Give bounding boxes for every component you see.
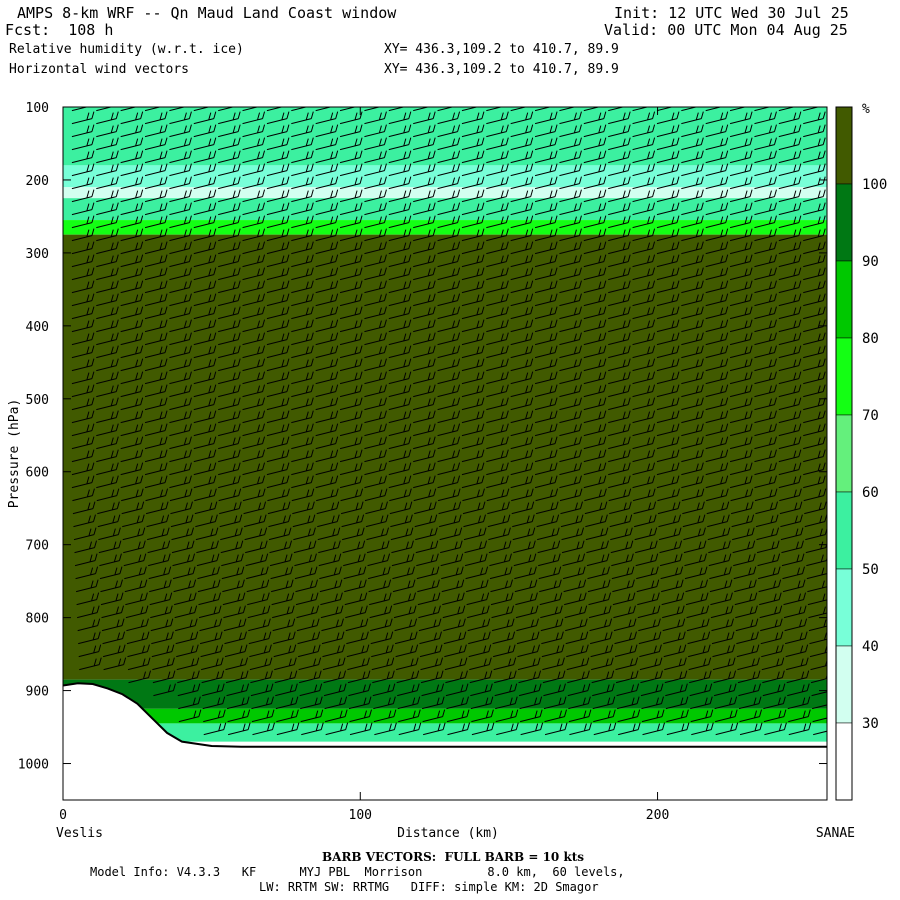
wind-barb-column — [583, 107, 617, 736]
y-tick-label: 200 — [26, 174, 49, 189]
wind-barb-column — [120, 107, 152, 684]
colorbar-bin — [835, 645, 853, 724]
y-tick-label: 900 — [26, 685, 49, 700]
colorbar-bin — [835, 568, 853, 647]
colorbar-bin — [835, 491, 853, 570]
colorbar-bin — [835, 722, 853, 801]
rh-layer — [63, 708, 827, 724]
x-axis-label: Distance (km) — [397, 826, 499, 841]
rh-layer — [63, 165, 827, 188]
x-tick-label: 200 — [646, 808, 669, 823]
wind-barb-column — [71, 107, 102, 671]
rh-layer — [63, 679, 827, 709]
wind-barb-column — [803, 107, 827, 736]
wind-barb-column — [413, 107, 446, 736]
plot-frame — [62, 106, 828, 801]
wind-barb-column — [486, 107, 519, 736]
wind-barb-column — [169, 107, 202, 723]
wind-barb-column — [608, 107, 641, 736]
colorbar-tick-label: 60 — [862, 485, 879, 501]
wind-barbs — [71, 107, 827, 736]
y-tick-label: 400 — [26, 320, 49, 335]
y-tick-label: 600 — [26, 466, 49, 481]
terrain-outline — [63, 682, 827, 748]
colorbar-bin — [835, 260, 853, 339]
wind-barb-column — [729, 107, 763, 736]
wind-barb-column — [754, 107, 787, 736]
colorbar-tick-label: 50 — [862, 562, 879, 578]
wind-barb-column — [144, 107, 176, 697]
valid-time: Valid: 00 UTC Mon 04 Aug 25 — [604, 21, 848, 39]
field1-xy: XY= 436.3,109.2 to 410.7, 89.9 — [384, 42, 619, 57]
field1-label: Relative humidity (w.r.t. ice) — [9, 42, 244, 57]
wind-barb-column — [559, 107, 592, 736]
rh-layer — [63, 220, 827, 235]
wind-barb-column — [705, 107, 739, 736]
colorbar-tick-label: 80 — [862, 331, 879, 347]
rh-layer — [63, 107, 827, 166]
chart-title: AMPS 8-km WRF -- Qn Maud Land Coast wind… — [17, 4, 397, 22]
y-axis-label: Pressure (hPa) — [7, 399, 22, 509]
colorbar-bin — [835, 414, 853, 493]
colorbar-tick-label: 100 — [862, 177, 887, 193]
wind-barb-column — [656, 107, 690, 736]
wind-barb-column — [632, 107, 666, 736]
wind-barb-column — [778, 107, 812, 736]
x-start-label: Veslis — [56, 826, 103, 841]
rh-layer — [63, 723, 827, 742]
wind-barb-column — [437, 107, 471, 736]
wind-barb-column — [339, 107, 373, 736]
wind-barb-column — [291, 107, 324, 736]
wind-barb-column — [242, 107, 275, 736]
model-info-2: LW: RRTM SW: RRTMG DIFF: simple KM: 2D S… — [259, 880, 599, 894]
field2-label: Horizontal wind vectors — [9, 62, 190, 77]
wind-barb-column — [218, 107, 251, 736]
rh-layer — [63, 234, 827, 680]
y-tick-label: 1000 — [18, 758, 49, 773]
colorbar-tick-label: 40 — [862, 639, 879, 655]
rh-field — [63, 107, 827, 800]
model-info: Model Info: V4.3.3 KF MYJ PBL Morrison 8… — [90, 865, 625, 879]
colorbar-frame — [835, 106, 853, 801]
colorbar-tick-label: 90 — [862, 254, 879, 270]
forecast-hour: Fcst: 108 h — [5, 21, 114, 39]
wind-barb-column — [461, 107, 495, 736]
colorbar-tick-label: 30 — [862, 716, 879, 732]
x-tick-label: 100 — [349, 808, 372, 823]
rh-layer — [63, 198, 827, 221]
colorbar-bin — [835, 337, 853, 416]
colorbar-unit: % — [862, 102, 870, 117]
wind-barb-column — [266, 107, 300, 736]
colorbar-tick-label: 70 — [862, 408, 879, 424]
wind-barb-column — [388, 107, 422, 736]
wind-barb-column — [96, 107, 127, 671]
rh-layer — [63, 187, 827, 199]
x-end-label: SANAE — [816, 826, 855, 841]
barb-note: BARB VECTORS: FULL BARB = 10 kts — [322, 850, 585, 864]
wind-barb-column — [534, 107, 568, 736]
wind-barb-column — [315, 107, 349, 736]
y-tick-label: 100 — [26, 101, 49, 116]
y-tick-label: 800 — [26, 612, 49, 627]
terrain — [63, 683, 827, 800]
colorbar-bin — [835, 106, 853, 185]
x-tick-label: 0 — [59, 808, 67, 823]
wind-barb-column — [364, 107, 397, 736]
wind-barb-column — [510, 107, 544, 736]
colorbar-bin — [835, 183, 853, 262]
y-tick-label: 300 — [26, 247, 49, 262]
y-tick-label: 700 — [26, 539, 49, 554]
wind-barb-column — [193, 107, 227, 736]
field2-xy: XY= 436.3,109.2 to 410.7, 89.9 — [384, 62, 619, 77]
y-tick-label: 500 — [26, 393, 49, 408]
init-time: Init: 12 UTC Wed 30 Jul 25 — [614, 4, 849, 22]
wind-barb-column — [681, 107, 714, 736]
